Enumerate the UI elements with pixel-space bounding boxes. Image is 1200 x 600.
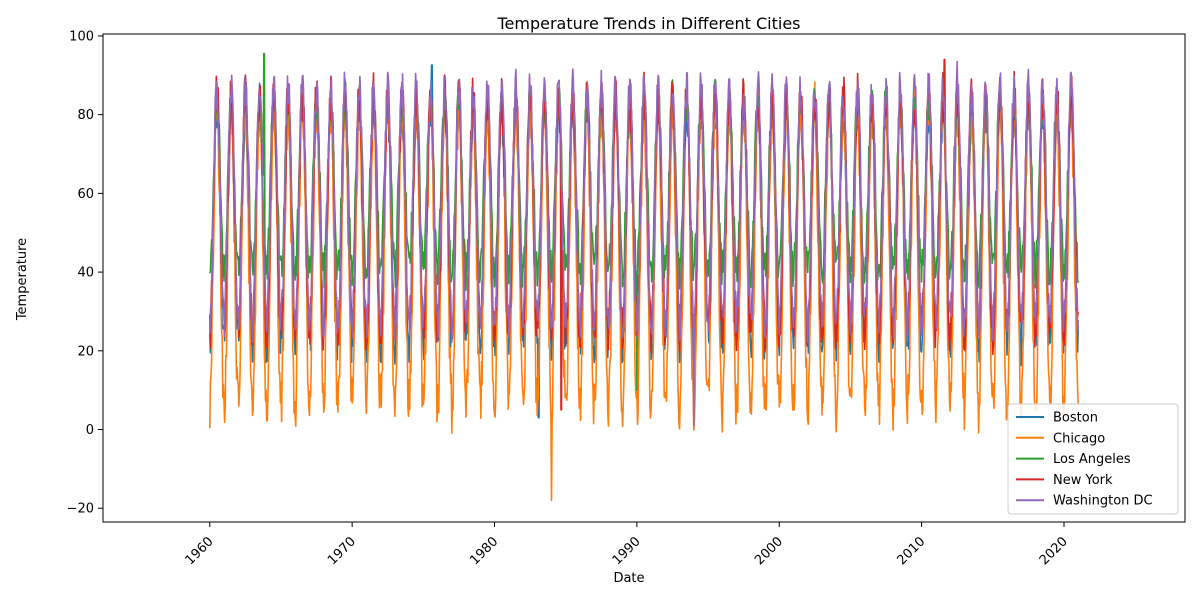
y-tick-label: 80 [77,108,94,123]
chart-title: Temperature Trends in Different Cities [496,14,800,33]
y-tick-label: 40 [77,266,94,281]
y-axis: −20 0 20 40 60 80 100 [67,29,103,517]
legend-label: Chicago [1053,431,1105,446]
x-axis-title: Date [613,571,644,586]
legend-label: Washington DC [1053,494,1153,509]
y-tick-label: 100 [69,29,94,44]
y-axis-title: Temperature [15,238,30,321]
series-line-washington-dc [209,60,1079,427]
legend-label: Los Angeles [1053,452,1131,467]
y-tick-label: 0 [86,423,94,438]
y-tick-label: −20 [67,502,94,517]
y-tick-label: 20 [77,344,94,359]
plot-lines [209,52,1079,502]
legend-label: New York [1053,473,1113,488]
legend: Boston Chicago Los Angeles New York Washingt… [1007,403,1179,515]
plot-frame [102,33,1186,523]
y-tick-label: 60 [77,187,94,202]
legend-label: Boston [1053,411,1098,426]
legend-box [1007,403,1179,515]
